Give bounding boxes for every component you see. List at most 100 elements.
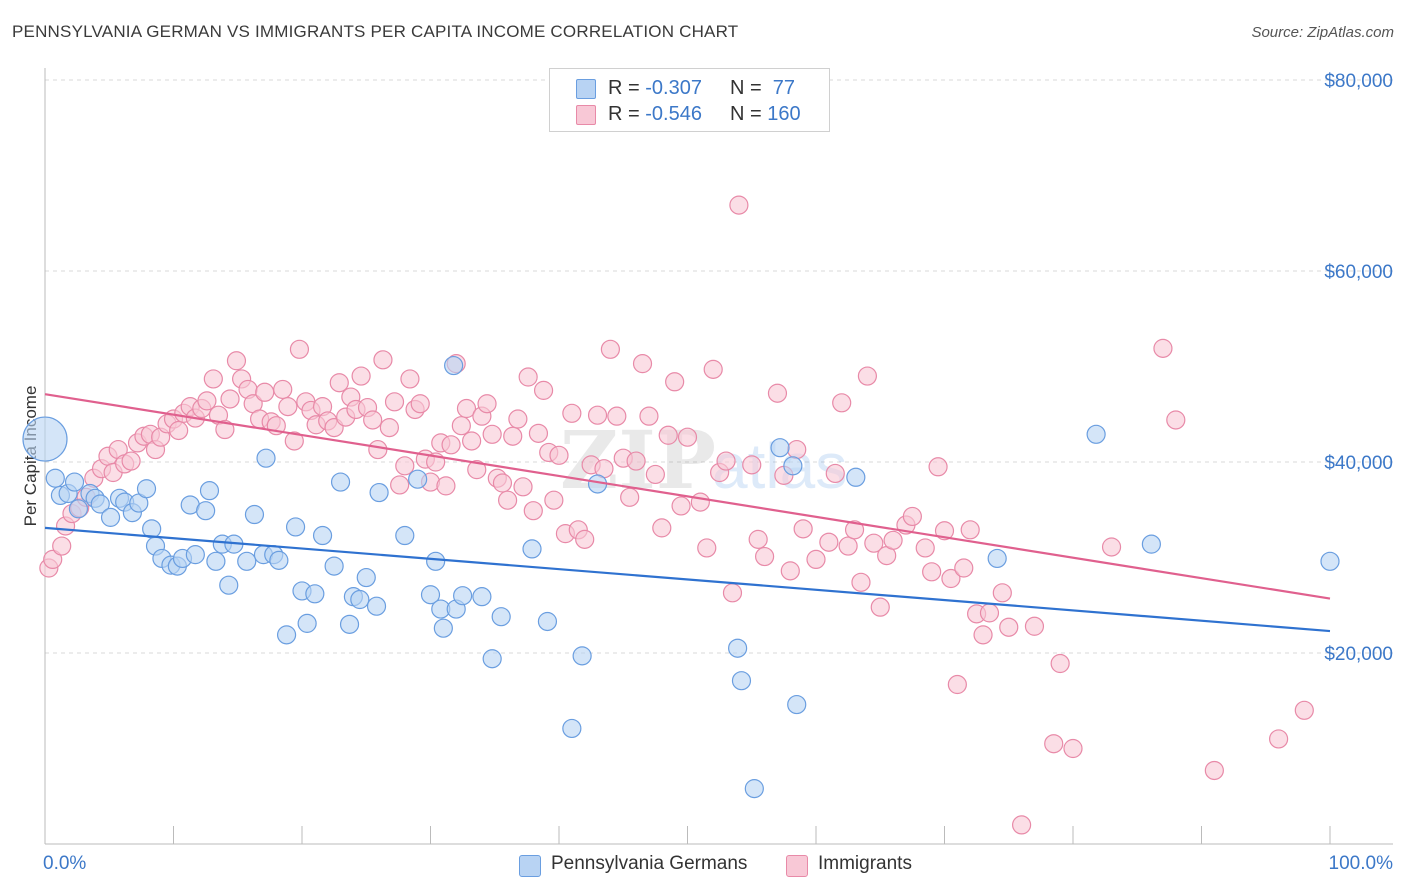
immigrants-point (870, 597, 890, 617)
immigrants-point (960, 520, 980, 540)
pennsylvania-germans-point (244, 504, 265, 525)
immigrants-point (1044, 734, 1064, 754)
pennsylvania-germans-point (453, 586, 473, 606)
immigrants-point (652, 518, 672, 538)
immigrants-point (436, 476, 456, 496)
immigrants-point (121, 451, 141, 471)
pennsylvania-germans-point (269, 550, 289, 570)
immigrants-point (844, 520, 865, 540)
pennsylvania-germans-point (285, 517, 306, 537)
legend-label: Pennsylvania Germans (551, 853, 748, 874)
pennsylvania-germans-point (199, 481, 220, 501)
immigrants-point (492, 473, 513, 493)
pennsylvania-germans-point (728, 638, 748, 658)
pennsylvania-germans-point (420, 585, 441, 605)
immigrants-point (169, 420, 189, 441)
immigrants-point (864, 533, 884, 553)
pennsylvania-germans-point (987, 548, 1007, 569)
pennsylvania-germans-point (136, 479, 157, 499)
immigrants-point (780, 561, 800, 581)
pennsylvania-germans-point (731, 671, 752, 691)
immigrants-point (722, 583, 743, 603)
immigrants-point (498, 490, 518, 510)
y-tick-labels: $20,000 $40,000 $60,000 $80,000 (1324, 71, 1393, 665)
pennsylvania-germans-point (64, 472, 85, 492)
pennsylvania-germans-point (846, 467, 866, 487)
immigrants-point (697, 538, 717, 558)
immigrants-point (289, 339, 310, 359)
pennsylvania-germans-point (369, 482, 389, 503)
pennsylvania-germans-point (444, 355, 464, 376)
pennsylvania-germans-point (339, 614, 360, 634)
series-legend: Pennsylvania Germans Immigrants (0, 853, 1406, 877)
immigrants-point (462, 431, 482, 451)
immigrants-point (748, 529, 768, 549)
immigrants-point (284, 431, 304, 451)
immigrants-point (508, 409, 528, 429)
pennsylvania-germans-point (433, 618, 453, 638)
pennsylvania-germans-point (366, 596, 387, 616)
immigrants-point (278, 397, 298, 417)
pennsylvania-germans-point (350, 589, 370, 610)
immigrants-point (973, 625, 993, 645)
immigrants-point (549, 445, 569, 465)
immigrants-point (43, 549, 63, 570)
x-tick-label-max: 100.0% (1329, 853, 1394, 874)
legend-swatch-pink (786, 855, 808, 877)
immigrants-point (665, 372, 685, 392)
immigrants-point (575, 529, 595, 549)
legend-n-label: N = (730, 77, 768, 99)
immigrants-point (992, 583, 1012, 603)
y-tick-label: $20,000 (1324, 644, 1393, 665)
legend-label: Immigrants (818, 853, 912, 874)
immigrants-trend-line (44, 393, 1331, 600)
immigrants-point (1268, 729, 1289, 749)
immigrants-point (1050, 653, 1070, 674)
immigrants-point (999, 617, 1019, 637)
immigrants-point (729, 195, 749, 215)
pennsylvania-germans-point (196, 501, 216, 521)
immigrants-point (395, 456, 415, 476)
pennsylvania-germans-point (482, 649, 502, 669)
immigrants-point (1063, 738, 1083, 759)
immigrants-point (922, 562, 942, 582)
immigrants-point (363, 410, 383, 430)
pennsylvania-germans-point (90, 494, 110, 514)
chart-title: PENNSYLVANIA GERMAN VS IMMIGRANTS PER CA… (12, 22, 739, 41)
immigrants-point (941, 568, 961, 589)
x-tick-label-min: 0.0% (43, 853, 86, 874)
immigrants-point (373, 350, 393, 370)
pennsylvania-germans-point (68, 499, 89, 519)
immigrants-point (273, 379, 293, 400)
immigrants-point (754, 546, 775, 567)
immigrants-point (255, 382, 275, 402)
pennsylvania-germans-point (783, 456, 803, 476)
immigrants-point (979, 603, 1000, 623)
legend-n-value: 160 (767, 103, 801, 125)
pennsylvania-germans-point (562, 718, 582, 739)
immigrants-point (690, 492, 710, 512)
immigrants-point (832, 393, 852, 413)
pennsylvania-germans-point (305, 584, 325, 604)
immigrants-point (441, 435, 461, 455)
immigrants-point (368, 439, 388, 460)
immigrants-point (400, 369, 420, 389)
immigrants-point (947, 674, 967, 695)
pennsylvania-germans-point (276, 625, 297, 645)
immigrants-point (544, 490, 564, 510)
legend-swatch-pink (576, 105, 596, 125)
pennsylvania-germans-trend-line (44, 526, 1331, 633)
immigrants-point (523, 501, 543, 521)
immigrants-point (851, 572, 871, 592)
legend-n-label: N = (730, 103, 768, 125)
correlation-legend: R = -0.307 N = 77 R = -0.546 N = 160 (549, 68, 830, 132)
immigrants-point (787, 439, 807, 460)
pennsylvania-germans-point (45, 468, 65, 488)
immigrants-point (197, 391, 217, 411)
pennsylvania-germans-point (744, 779, 764, 799)
immigrants-point (451, 416, 471, 436)
y-tick-label: $40,000 (1324, 453, 1393, 474)
immigrants-point (639, 406, 659, 426)
immigrants-point (671, 496, 691, 516)
immigrants-point (1024, 616, 1045, 636)
